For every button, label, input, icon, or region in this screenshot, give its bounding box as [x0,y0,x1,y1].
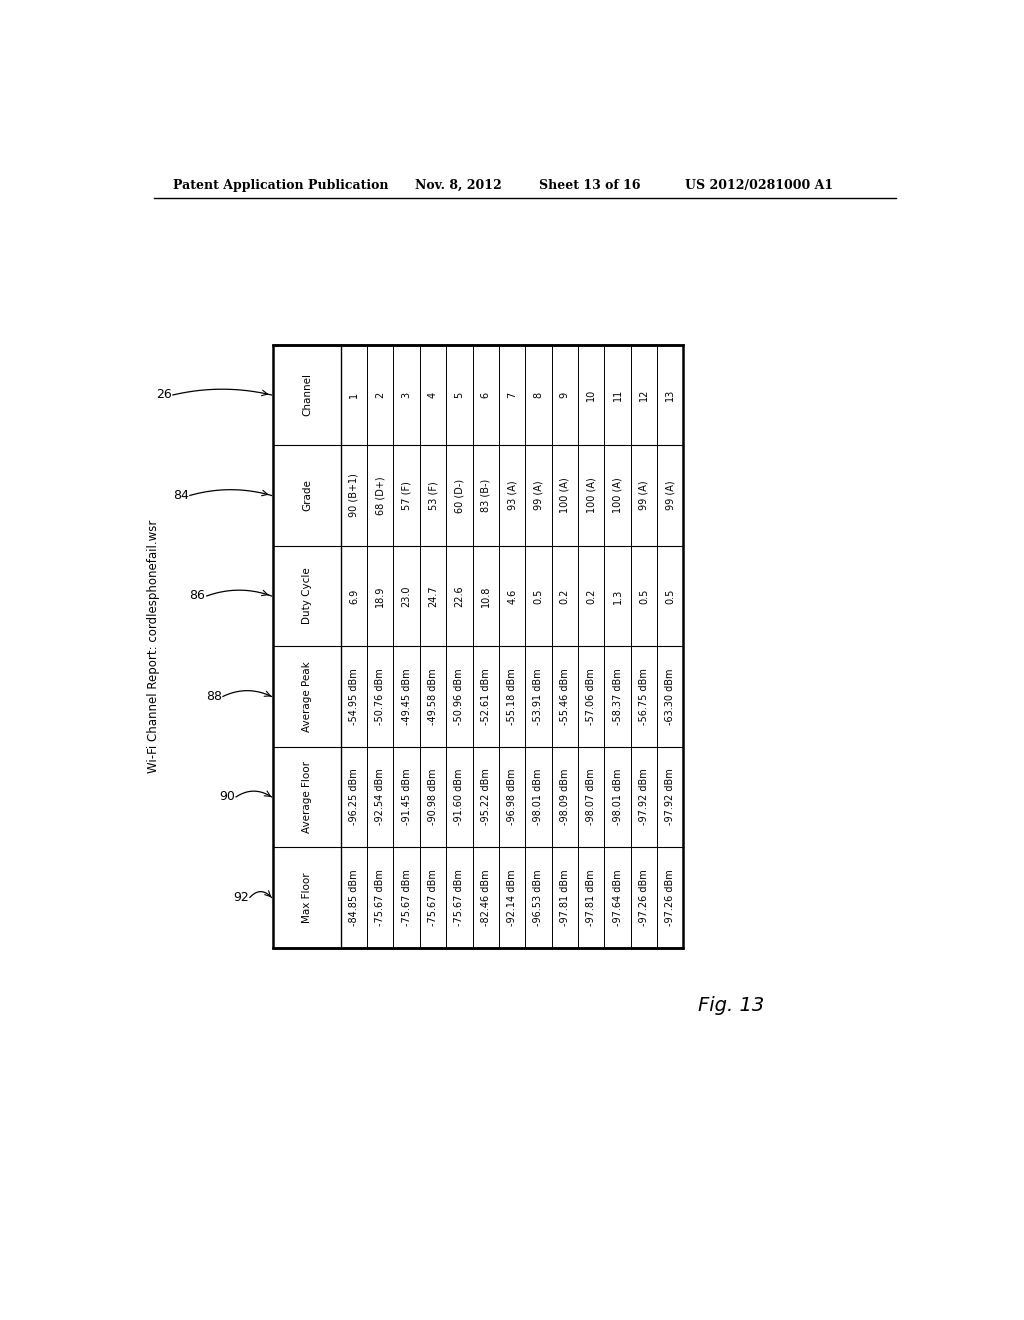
Text: -91.45 dBm: -91.45 dBm [401,768,412,825]
Text: 90 (B+1): 90 (B+1) [349,474,359,517]
Text: Patent Application Publication: Patent Application Publication [173,178,388,191]
Text: 100 (A): 100 (A) [560,478,569,513]
Text: -96.98 dBm: -96.98 dBm [507,768,517,825]
Text: 11: 11 [612,389,623,401]
Text: 18.9: 18.9 [376,585,385,607]
Text: 60 (D-): 60 (D-) [455,478,464,512]
Text: -55.46 dBm: -55.46 dBm [560,668,569,725]
Text: -97.81 dBm: -97.81 dBm [560,869,569,925]
Text: -98.01 dBm: -98.01 dBm [612,768,623,825]
Text: 4.6: 4.6 [507,589,517,603]
Text: 93 (A): 93 (A) [507,480,517,511]
Text: -75.67 dBm: -75.67 dBm [455,869,464,925]
Text: 24.7: 24.7 [428,585,438,607]
Text: 57 (F): 57 (F) [401,480,412,510]
Text: 7: 7 [507,392,517,399]
Text: 23.0: 23.0 [401,585,412,607]
Text: 12: 12 [639,389,649,401]
Text: -49.45 dBm: -49.45 dBm [401,668,412,725]
Text: 10.8: 10.8 [480,585,490,607]
Text: 68 (D+): 68 (D+) [376,477,385,515]
Text: Duty Cycle: Duty Cycle [302,568,312,624]
Text: Wi-Fi Channel Report: cordlesphonefail.wsr: Wi-Fi Channel Report: cordlesphonefail.w… [147,520,160,774]
Text: Max Floor: Max Floor [302,873,312,923]
Text: -98.09 dBm: -98.09 dBm [560,768,569,825]
Text: -75.67 dBm: -75.67 dBm [401,869,412,925]
Text: 2: 2 [376,392,385,399]
Text: 99 (A): 99 (A) [534,480,544,511]
Text: 84: 84 [173,488,188,502]
Text: Average Peak: Average Peak [302,661,312,731]
Text: -75.67 dBm: -75.67 dBm [428,869,438,925]
Text: 9: 9 [560,392,569,399]
Text: -96.25 dBm: -96.25 dBm [349,768,359,825]
Text: -84.85 dBm: -84.85 dBm [349,869,359,925]
Text: 83 (B-): 83 (B-) [480,479,490,512]
Text: Channel: Channel [302,374,312,417]
Text: 99 (A): 99 (A) [666,480,675,511]
Text: 0.5: 0.5 [639,589,649,603]
Text: -92.14 dBm: -92.14 dBm [507,869,517,925]
Text: -54.95 dBm: -54.95 dBm [349,668,359,725]
Text: 0.2: 0.2 [586,589,596,603]
Text: 6.9: 6.9 [349,589,359,603]
Text: -92.54 dBm: -92.54 dBm [376,768,385,825]
Text: -56.75 dBm: -56.75 dBm [639,668,649,725]
Text: -95.22 dBm: -95.22 dBm [480,768,490,825]
Text: -52.61 dBm: -52.61 dBm [480,668,490,725]
Text: 1.3: 1.3 [612,589,623,603]
Text: 1: 1 [349,392,359,399]
Text: 10: 10 [586,389,596,401]
Text: 92: 92 [232,891,249,904]
Text: 99 (A): 99 (A) [639,480,649,511]
Text: -63.30 dBm: -63.30 dBm [666,668,675,725]
Text: Nov. 8, 2012: Nov. 8, 2012 [416,178,502,191]
Text: 90: 90 [219,791,234,804]
Text: -96.53 dBm: -96.53 dBm [534,869,544,925]
Text: Sheet 13 of 16: Sheet 13 of 16 [539,178,640,191]
Text: -98.01 dBm: -98.01 dBm [534,768,544,825]
Text: -82.46 dBm: -82.46 dBm [480,869,490,925]
Text: -98.07 dBm: -98.07 dBm [586,768,596,825]
Text: -97.92 dBm: -97.92 dBm [639,768,649,825]
Text: 8: 8 [534,392,544,399]
Text: 4: 4 [428,392,438,399]
Text: 5: 5 [455,392,464,399]
Text: -97.26 dBm: -97.26 dBm [639,869,649,925]
Text: 13: 13 [666,389,675,401]
Text: -97.64 dBm: -97.64 dBm [612,869,623,925]
Text: 88: 88 [206,690,222,704]
Text: -91.60 dBm: -91.60 dBm [455,768,464,825]
Text: -50.96 dBm: -50.96 dBm [455,668,464,725]
Text: -53.91 dBm: -53.91 dBm [534,668,544,725]
Text: -57.06 dBm: -57.06 dBm [586,668,596,725]
Text: -49.58 dBm: -49.58 dBm [428,668,438,725]
Text: -55.18 dBm: -55.18 dBm [507,668,517,725]
Text: 86: 86 [189,590,206,602]
Text: 26: 26 [156,388,172,401]
Text: 22.6: 22.6 [455,585,464,607]
Text: 100 (A): 100 (A) [612,478,623,513]
Text: -97.81 dBm: -97.81 dBm [586,869,596,925]
Text: 0.5: 0.5 [534,589,544,603]
Text: 0.2: 0.2 [560,589,569,603]
Text: 3: 3 [401,392,412,399]
Text: 0.5: 0.5 [666,589,675,603]
Text: -50.76 dBm: -50.76 dBm [376,668,385,725]
Text: US 2012/0281000 A1: US 2012/0281000 A1 [685,178,834,191]
Text: 53 (F): 53 (F) [428,480,438,510]
Text: -90.98 dBm: -90.98 dBm [428,768,438,825]
Text: Fig. 13: Fig. 13 [698,995,764,1015]
Text: -58.37 dBm: -58.37 dBm [612,668,623,725]
Text: 100 (A): 100 (A) [586,478,596,513]
Bar [273,345,683,948]
Text: Average Floor: Average Floor [302,760,312,833]
Text: Grade: Grade [302,479,312,511]
Text: -97.92 dBm: -97.92 dBm [666,768,675,825]
Text: -75.67 dBm: -75.67 dBm [376,869,385,925]
Text: -97.26 dBm: -97.26 dBm [666,869,675,925]
Text: 6: 6 [480,392,490,399]
